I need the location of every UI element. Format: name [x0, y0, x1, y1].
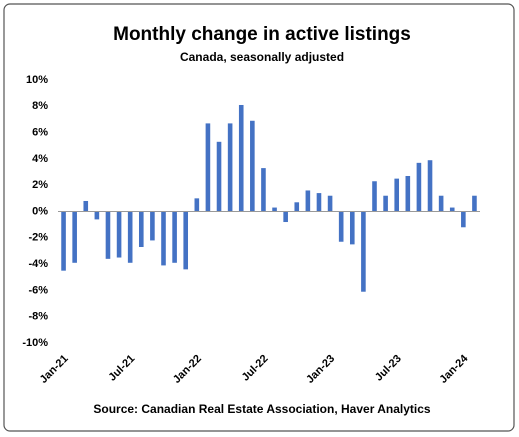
bar	[238, 104, 244, 212]
bar	[83, 200, 89, 212]
bar	[94, 211, 100, 220]
bar	[150, 211, 155, 241]
bar	[294, 202, 300, 212]
y-tick-label: 6%	[32, 127, 48, 139]
y-tick-label: 4%	[32, 153, 48, 165]
y-tick-label: 10%	[26, 74, 48, 86]
bar	[338, 211, 344, 242]
bar	[316, 193, 322, 212]
y-tick-label: -6%	[28, 284, 48, 296]
bar	[205, 123, 211, 212]
bar	[172, 211, 177, 263]
frame	[3, 3, 515, 432]
bar	[427, 160, 433, 212]
chart-title: Monthly change in active listings	[113, 24, 411, 45]
bar	[349, 211, 355, 245]
bar	[72, 211, 77, 263]
bar	[361, 211, 366, 292]
bar	[261, 168, 266, 212]
chart-subtitle: Canada, seasonally adjusted	[180, 50, 344, 64]
bar	[227, 123, 233, 212]
bar	[127, 211, 133, 263]
bar	[416, 162, 422, 212]
y-tick-label: 2%	[32, 179, 48, 191]
bar	[449, 207, 455, 212]
source-note: Source: Canadian Real Estate Association…	[93, 402, 431, 416]
bar	[405, 175, 411, 212]
bar	[472, 195, 477, 212]
y-tick-label: 0%	[32, 205, 48, 217]
y-tick-label: -10%	[22, 337, 48, 349]
bar	[161, 211, 166, 266]
bar	[61, 211, 66, 271]
bar	[272, 207, 277, 212]
y-tick-label: 8%	[32, 100, 48, 112]
bar	[116, 211, 122, 258]
bar	[394, 178, 400, 212]
bar	[194, 198, 200, 212]
bar	[461, 211, 466, 228]
bar	[438, 195, 444, 212]
bar	[216, 141, 222, 212]
bar	[283, 211, 288, 223]
bar	[105, 211, 111, 259]
bar	[138, 211, 144, 248]
bar	[305, 190, 311, 212]
y-tick-label: -8%	[28, 311, 48, 323]
bar	[183, 211, 189, 270]
y-tick-label: -2%	[28, 232, 48, 244]
bar	[383, 195, 388, 212]
y-tick-label: -4%	[28, 258, 48, 270]
bar	[250, 120, 255, 212]
bar	[327, 195, 333, 212]
bar	[372, 181, 377, 212]
